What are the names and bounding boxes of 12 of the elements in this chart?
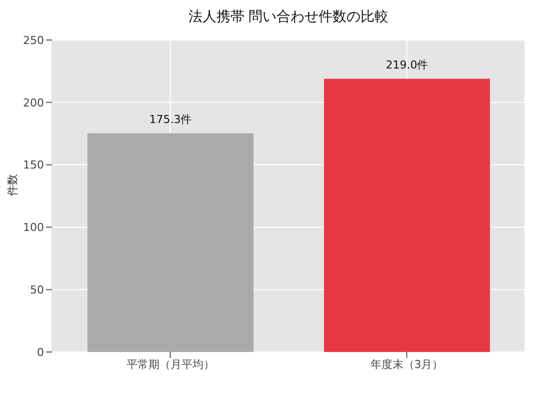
data-label: 219.0件 [386, 58, 428, 72]
x-tick-label: 年度末（3月） [370, 358, 444, 371]
y-tick-label: 150 [23, 158, 44, 172]
y-axis-title: 件数 [6, 174, 19, 196]
data-label: 175.3件 [149, 113, 192, 126]
x-tick-label: 平常期（月平均） [126, 358, 214, 371]
y-tick-label: 100 [23, 221, 44, 234]
chart-title: 法人携帯 問い合わせ件数の比較 [187, 8, 390, 26]
y-tick-label: 200 [23, 96, 44, 110]
y-tick-label: 0 [37, 346, 44, 359]
y-tick-label: 50 [30, 284, 44, 297]
y-tick-label: 250 [23, 34, 44, 47]
